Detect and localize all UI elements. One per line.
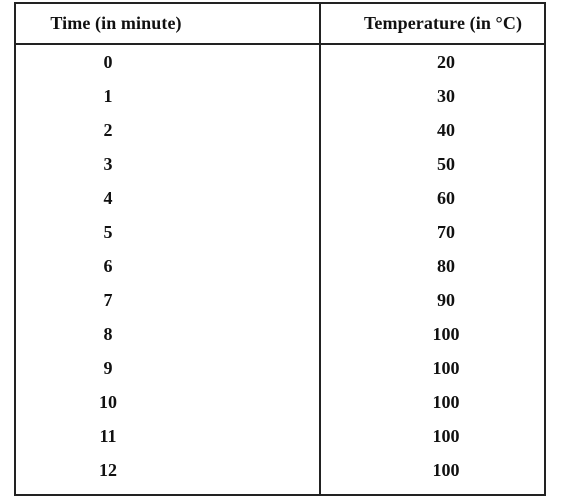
table-row: 0 20	[16, 45, 544, 79]
time-cell: 3	[103, 153, 113, 174]
table-row: 1 30	[16, 79, 544, 113]
temperature-cell: 40	[437, 119, 455, 140]
temperature-cell: 100	[432, 425, 460, 446]
table-row: 4 60	[16, 181, 544, 215]
temperature-cell: 100	[432, 459, 460, 480]
time-temperature-table: Time (in minute) Temperature (in °C) 0 20…	[14, 2, 546, 496]
table-row: 2 40	[16, 113, 544, 147]
table-row: 9 100	[16, 351, 544, 385]
time-cell: 11	[99, 425, 117, 446]
temperature-cell: 20	[437, 51, 455, 72]
time-column-header: Time (in minute)	[50, 13, 182, 33]
time-cell: 0	[103, 51, 113, 72]
time-cell: 10	[99, 391, 117, 412]
table-row: 7 90	[16, 283, 544, 317]
column-divider	[319, 4, 321, 494]
table-row: 12 100	[16, 453, 544, 487]
table-row: 8 100	[16, 317, 544, 351]
table-row: 6 80	[16, 249, 544, 283]
time-cell: 2	[103, 119, 113, 140]
table-row: 10 100	[16, 385, 544, 419]
temperature-column-header: Temperature (in °C)	[363, 13, 523, 33]
temperature-cell: 60	[437, 187, 455, 208]
temperature-cell: 100	[432, 357, 460, 378]
temperature-cell: 100	[432, 323, 460, 344]
temperature-cell: 100	[432, 391, 460, 412]
temperature-cell: 50	[437, 153, 455, 174]
time-cell: 9	[103, 357, 113, 378]
table-body: 0 20 1 30 2 40 3 50 4 60 5 70 6 80 7 90 8 100 9 100 10 100 11 1…	[16, 45, 544, 497]
time-cell: 5	[103, 221, 113, 242]
time-cell: 4	[103, 187, 113, 208]
time-cell: 12	[99, 459, 117, 480]
time-cell: 6	[103, 255, 113, 276]
table-header-row: Time (in minute) Temperature (in °C)	[16, 4, 544, 45]
time-cell: 8	[103, 323, 113, 344]
table-row: 3 50	[16, 147, 544, 181]
temperature-cell: 30	[437, 85, 455, 106]
time-cell: 1	[103, 85, 113, 106]
temperature-cell: 80	[437, 255, 455, 276]
temperature-cell: 70	[437, 221, 455, 242]
time-cell: 7	[103, 289, 113, 310]
temperature-cell: 90	[437, 289, 455, 310]
table-row: 5 70	[16, 215, 544, 249]
table-row: 11 100	[16, 419, 544, 453]
